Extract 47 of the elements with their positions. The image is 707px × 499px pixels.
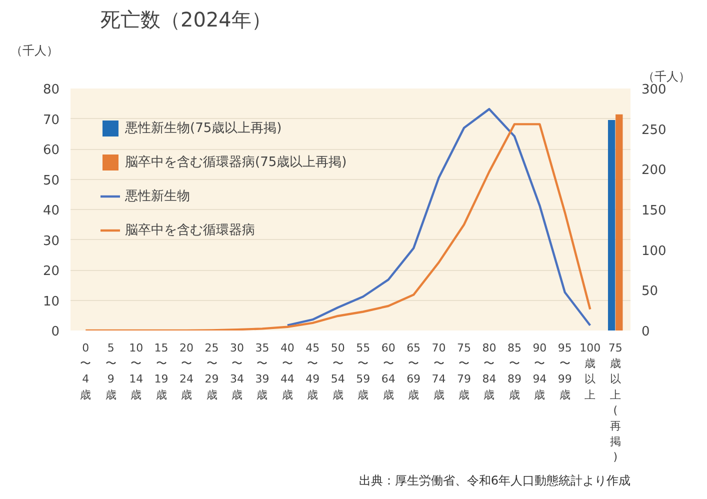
x-tick-label: 75〜79歳: [457, 342, 472, 402]
x-tick-label: 90〜94歳: [532, 342, 547, 402]
y2-axis-title: （千人）: [642, 70, 690, 84]
legend-label: 悪性新生物: [125, 188, 190, 205]
line-series: [84, 123, 592, 330]
x-tick-label: 80〜84歳: [482, 342, 496, 402]
y-tick-label: 80: [42, 82, 60, 98]
y2-tick-label: 50: [642, 284, 658, 300]
x-tick-label: 5〜9歳: [105, 342, 116, 402]
x-tick-label: 35〜39歳: [255, 342, 270, 402]
y-tick-label: 10: [42, 294, 60, 310]
y-tick-label: 40: [42, 204, 60, 218]
legend-label: 脳卒中を含む循環器病: [125, 222, 255, 239]
y2-tick-label: 100: [642, 244, 666, 259]
x-tick-label: 30〜34歳: [230, 342, 244, 402]
y-tick-label: 20: [42, 264, 60, 279]
y-tick-label: 70: [42, 112, 60, 128]
x-tick-label: 40〜44歳: [280, 342, 294, 402]
x-tick-label: 60〜64歳: [381, 342, 396, 402]
y2-tick-label: 250: [642, 122, 666, 138]
x-tick-label: 70〜74歳: [432, 342, 446, 402]
legend-label: 悪性新生物(75歳以上再掲): [125, 120, 282, 137]
x-tick-label: 95〜99歳: [558, 342, 572, 402]
chart-title: 死亡数（2024年）: [100, 8, 272, 32]
x-tick-label: 10〜14歳: [129, 342, 144, 402]
y2-tick-label: 0: [642, 324, 650, 340]
legend-label: 脳卒中を含む循環器病(75歳以上再掲): [125, 154, 347, 171]
y-tick-label: 50: [42, 173, 60, 188]
y-tick-label: 30: [42, 234, 60, 249]
x-tick-label: 65〜69歳: [406, 342, 421, 402]
y2-tick-label: 150: [642, 204, 666, 218]
x-tick-label: 0〜4歳: [80, 342, 92, 402]
x-tick-label: 75歳以上(再掲): [608, 342, 622, 464]
y2-tick-label: 300: [642, 82, 666, 98]
x-tick-label: 20〜24歳: [180, 342, 194, 402]
x-tick-label: 85〜89歳: [507, 342, 522, 402]
y-axis-title: （千人）: [10, 44, 58, 58]
x-tick-label: 55〜59歳: [356, 342, 370, 402]
y-tick-label: 60: [42, 143, 60, 158]
source-note: 出典：厚生労働省、令和6年人口動態統計より作成: [358, 474, 631, 488]
x-tick-label: 50〜54歳: [330, 342, 345, 402]
y-tick-label: 0: [51, 324, 60, 340]
x-tick-label: 15〜19歳: [154, 342, 168, 402]
x-tick-label: 100歳以上: [580, 342, 601, 402]
x-tick-label: 45〜49歳: [306, 342, 320, 402]
x-tick-label: 25〜29歳: [204, 342, 219, 402]
y2-tick-label: 200: [642, 163, 666, 178]
